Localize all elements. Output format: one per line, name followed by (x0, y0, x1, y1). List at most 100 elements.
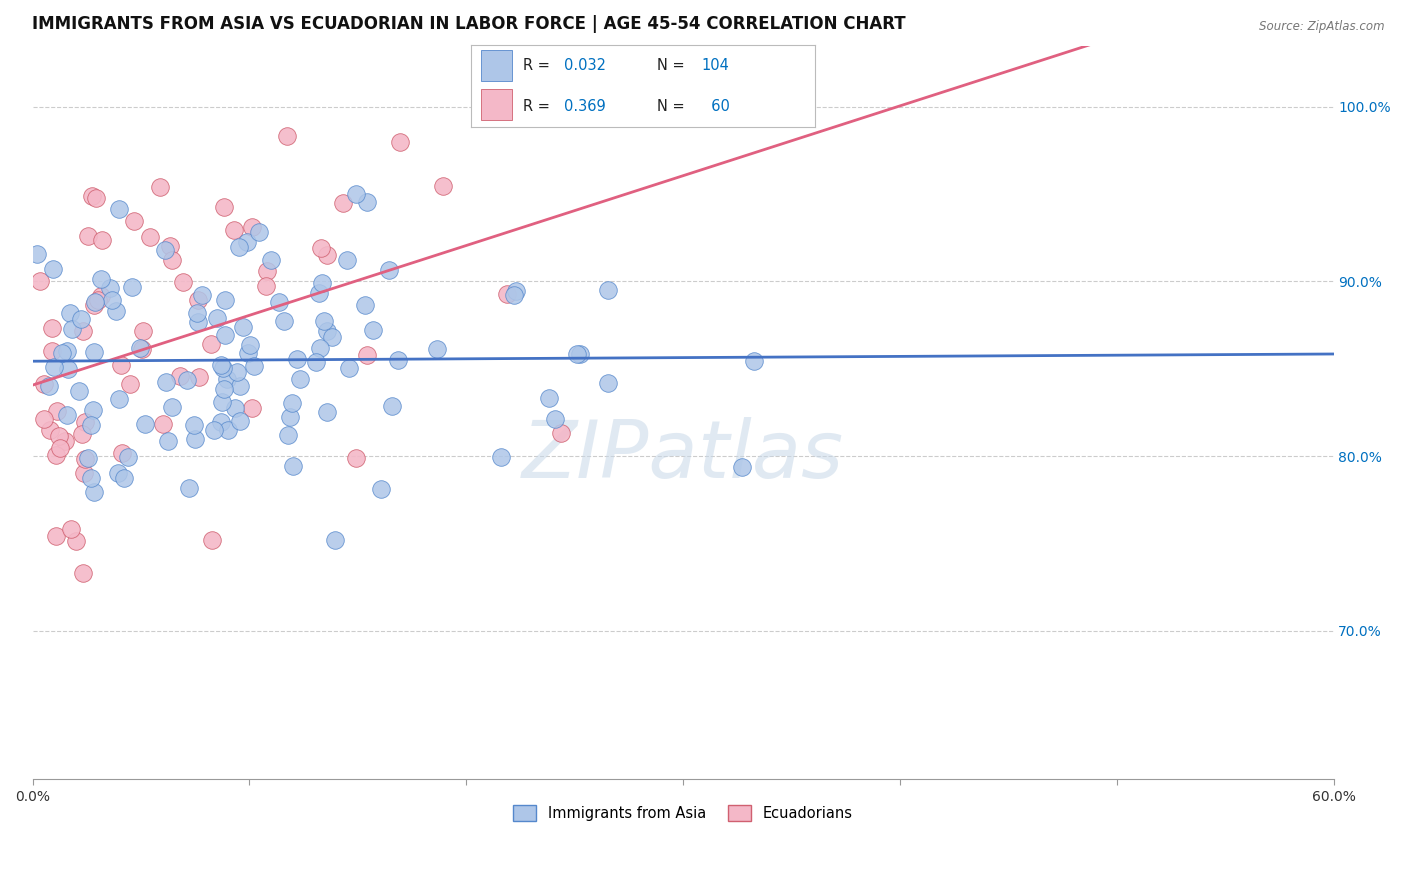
Point (222, 222, 245, 236)
FancyBboxPatch shape (481, 89, 512, 120)
Point (32, 411, 55, 425)
Point (186, 306, 208, 320)
Point (356, 348, 378, 362)
Point (155, 375, 177, 389)
Point (87, 293, 110, 307)
Point (316, 248, 339, 262)
Point (108, 202, 131, 216)
Point (121, 280, 143, 294)
Point (90, 272, 112, 286)
Point (281, 396, 304, 410)
Point (565, 347, 588, 361)
Point (183, 417, 205, 432)
Point (232, 319, 254, 334)
Point (83, 295, 105, 310)
Point (77, 228, 100, 243)
Point (598, 376, 620, 390)
Point (214, 293, 236, 307)
Point (56, 362, 79, 376)
Point (59, 523, 82, 537)
Text: 60: 60 (702, 99, 730, 113)
Point (354, 298, 377, 312)
Point (201, 533, 224, 548)
Point (211, 394, 233, 409)
Point (114, 471, 136, 485)
Point (117, 450, 139, 465)
Point (72, 324, 94, 338)
Point (187, 315, 209, 329)
Point (30, 274, 52, 288)
Point (65, 534, 87, 549)
Point (323, 533, 346, 547)
Point (273, 314, 295, 328)
Point (56, 343, 79, 358)
Point (118, 376, 141, 391)
Point (209, 358, 232, 372)
Point (177, 481, 200, 495)
Point (224, 401, 246, 415)
Point (129, 341, 152, 355)
Point (214, 200, 236, 214)
Legend: Immigrants from Asia, Ecuadorians: Immigrants from Asia, Ecuadorians (508, 799, 859, 827)
Point (288, 372, 311, 386)
Text: N =: N = (657, 58, 689, 72)
Point (214, 328, 236, 343)
Point (596, 284, 619, 298)
Point (124, 213, 146, 227)
Point (550, 426, 572, 441)
Point (389, 135, 412, 149)
Point (200, 337, 222, 351)
Point (215, 372, 238, 386)
Point (111, 445, 134, 459)
FancyBboxPatch shape (481, 50, 512, 80)
Point (72, 466, 94, 480)
Point (489, 450, 512, 465)
Text: ZIPatlas: ZIPatlas (522, 417, 844, 495)
Text: IMMIGRANTS FROM ASIA VS ECUADORIAN IN LABOR FORCE | AGE 45-54 CORRELATION CHART: IMMIGRANTS FROM ASIA VS ECUADORIAN IN LA… (32, 15, 905, 33)
Point (381, 400, 404, 414)
Point (90, 289, 112, 303)
Point (311, 277, 333, 291)
Text: N =: N = (657, 99, 689, 113)
Point (77, 450, 100, 465)
Point (335, 252, 357, 267)
Point (256, 264, 278, 278)
Point (49, 442, 72, 456)
Point (277, 428, 299, 442)
Point (67, 384, 90, 399)
Point (236, 346, 259, 360)
Point (38, 378, 60, 392)
Point (309, 341, 332, 355)
Point (240, 401, 263, 415)
Point (34, 376, 56, 391)
Point (83, 345, 105, 359)
Point (79, 471, 101, 485)
Point (83, 485, 105, 500)
Point (70, 311, 93, 326)
Point (188, 370, 211, 384)
Text: 0.032: 0.032 (564, 58, 606, 72)
Point (41, 321, 63, 335)
Point (60, 321, 83, 335)
Point (84, 191, 107, 205)
Point (276, 128, 298, 143)
Point (568, 347, 591, 361)
Point (169, 369, 191, 384)
Point (260, 253, 283, 268)
Point (337, 361, 360, 376)
Point (159, 239, 181, 253)
Point (254, 279, 277, 293)
Point (742, 354, 765, 368)
Point (27, 247, 49, 261)
Point (229, 379, 252, 393)
Point (73, 415, 96, 429)
Point (46, 404, 69, 418)
Point (496, 286, 519, 301)
Point (176, 373, 198, 387)
Point (312, 314, 335, 328)
Point (80, 189, 103, 203)
Point (226, 364, 249, 378)
Point (41, 344, 63, 359)
Point (361, 323, 384, 337)
Point (110, 358, 132, 372)
